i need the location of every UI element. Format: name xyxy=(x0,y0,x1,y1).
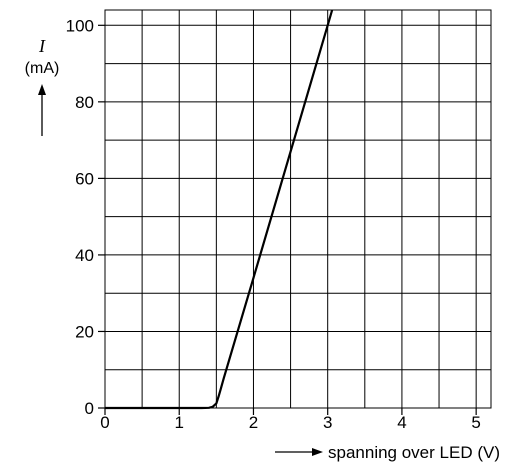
ticks xyxy=(98,24,477,415)
plot-border xyxy=(104,9,492,409)
y-tick-label: 100 xyxy=(66,16,94,35)
tick-labels: 0 1 2 3 4 5 0 20 40 60 80 100 xyxy=(66,16,481,432)
x-axis-label: spanning over LED (V) xyxy=(328,443,500,462)
x-tick-label: 2 xyxy=(249,413,258,432)
x-axis-arrow xyxy=(275,448,323,456)
y-tick-label: 60 xyxy=(75,169,94,188)
x-tick-label: 4 xyxy=(397,413,406,432)
y-tick-label: 20 xyxy=(75,322,94,341)
series-line xyxy=(105,9,334,410)
y-tick-label: 40 xyxy=(75,246,94,265)
y-axis-unit: (mA) xyxy=(25,60,60,77)
y-tick-label: 0 xyxy=(85,399,94,418)
y-axis-symbol: I xyxy=(38,36,46,56)
x-tick-label: 1 xyxy=(174,413,183,432)
grid xyxy=(104,10,491,409)
y-axis-arrow xyxy=(38,84,46,136)
x-tick-label: 3 xyxy=(323,413,332,432)
x-tick-label: 0 xyxy=(100,413,109,432)
x-tick-label: 5 xyxy=(471,413,480,432)
y-tick-label: 80 xyxy=(75,93,94,112)
